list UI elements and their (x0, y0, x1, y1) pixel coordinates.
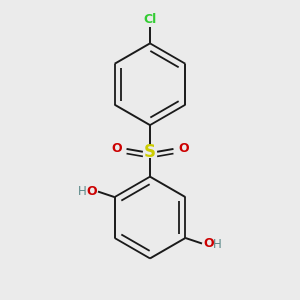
Text: H: H (77, 185, 86, 198)
Text: H: H (213, 238, 221, 251)
Text: S: S (144, 143, 156, 161)
Text: O: O (86, 185, 97, 198)
Text: O: O (178, 142, 189, 155)
Text: Cl: Cl (143, 13, 157, 26)
Text: O: O (111, 142, 122, 155)
Text: O: O (203, 237, 214, 250)
